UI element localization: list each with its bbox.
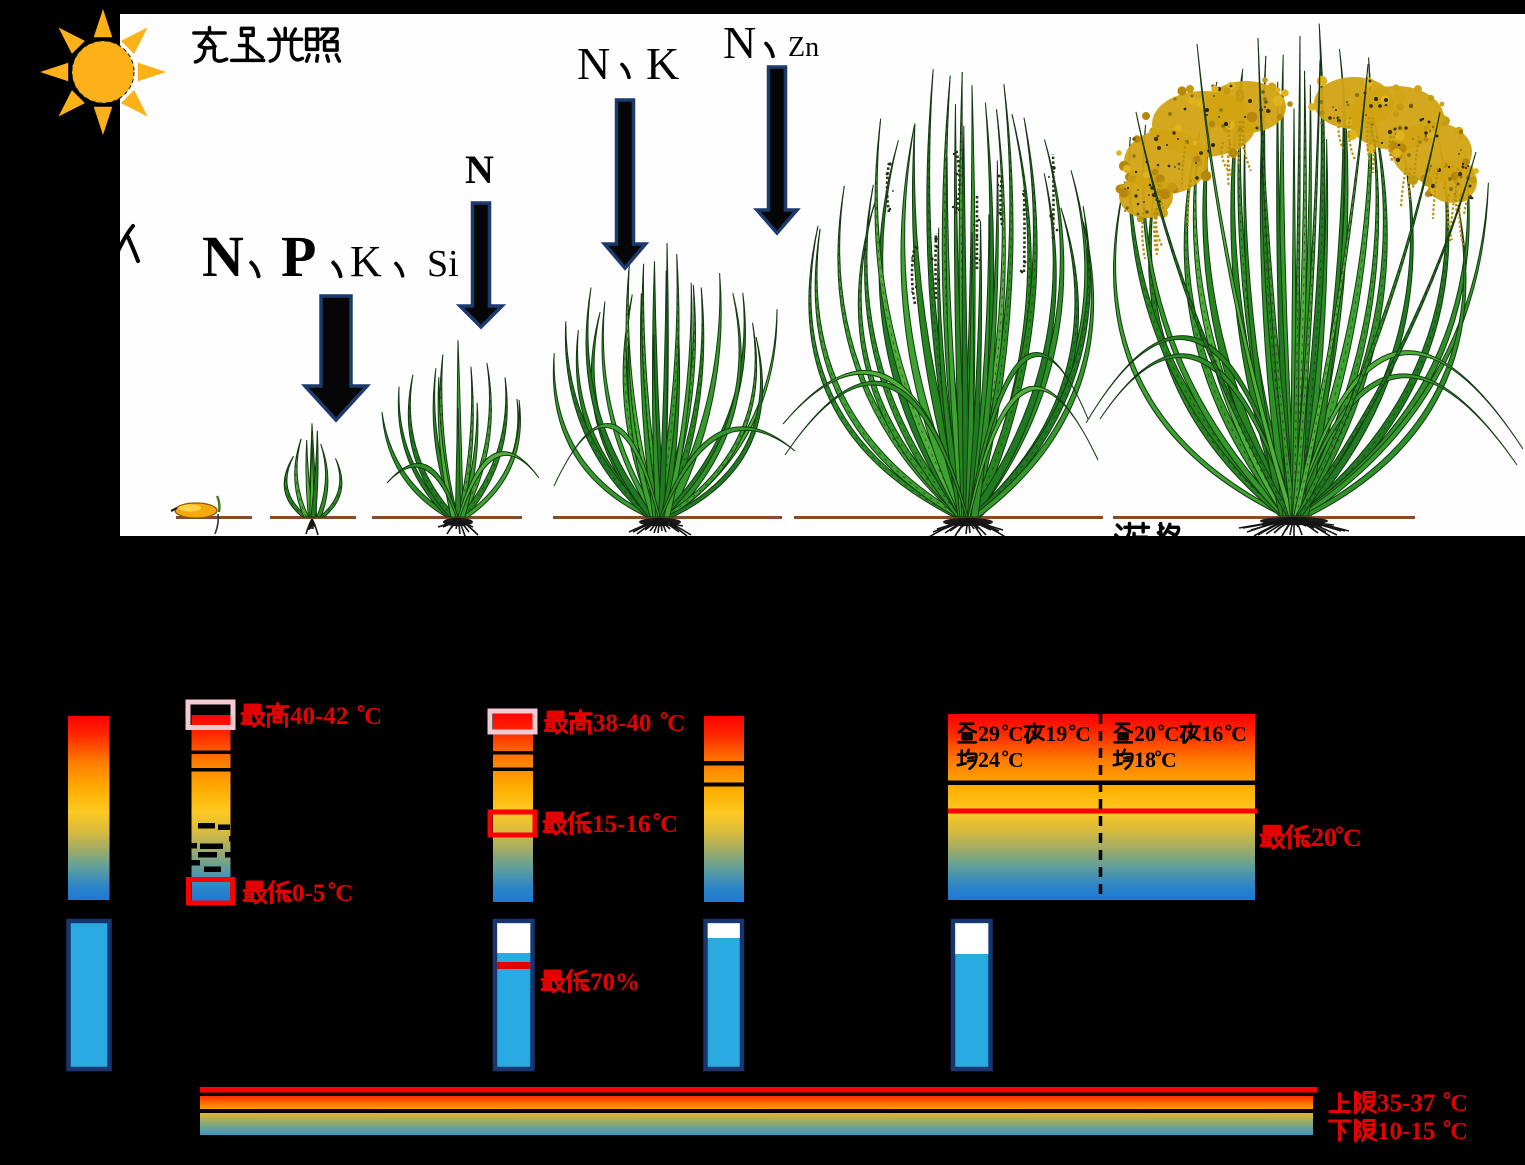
svg-text:C: C (1164, 722, 1180, 746)
svg-text:38-40: 38-40 (593, 710, 651, 737)
svg-text:C: C (1231, 722, 1247, 746)
svg-text:C: C (1008, 748, 1024, 772)
svg-text:C: C (1008, 722, 1024, 746)
svg-text:N: N (723, 17, 756, 68)
svg-text:20: 20 (1311, 823, 1337, 852)
svg-text:29: 29 (978, 721, 1000, 746)
svg-text:0-5: 0-5 (292, 880, 325, 907)
svg-text:C: C (1450, 1118, 1468, 1145)
svg-text:N: N (577, 38, 610, 89)
svg-text:C: C (1450, 1090, 1468, 1117)
svg-text:19: 19 (1045, 721, 1067, 746)
svg-text:K: K (350, 237, 382, 286)
svg-text:10-15: 10-15 (1377, 1118, 1435, 1145)
svg-text:70%: 70% (590, 969, 640, 996)
svg-text:C: C (667, 710, 685, 737)
svg-text:P: P (281, 224, 316, 289)
svg-text:C: C (1343, 823, 1361, 852)
svg-text:Zn: Zn (788, 32, 819, 63)
svg-text:C: C (364, 703, 382, 730)
svg-text:N: N (202, 224, 244, 289)
svg-text:C: C (660, 811, 678, 838)
svg-text:C: C (1161, 748, 1177, 772)
svg-text:Si: Si (427, 243, 459, 285)
svg-text:K: K (646, 38, 679, 89)
svg-text:C: C (335, 880, 353, 907)
svg-text:35-37: 35-37 (1377, 1090, 1435, 1117)
svg-text:16: 16 (1201, 721, 1223, 746)
svg-text:C: C (1075, 722, 1091, 746)
svg-text:24: 24 (978, 747, 1000, 772)
svg-text:15-16: 15-16 (592, 811, 650, 838)
svg-text:18: 18 (1134, 747, 1156, 772)
svg-text:20: 20 (1134, 721, 1156, 746)
svg-text:40-42: 40-42 (290, 703, 348, 730)
svg-text:N: N (465, 147, 494, 192)
